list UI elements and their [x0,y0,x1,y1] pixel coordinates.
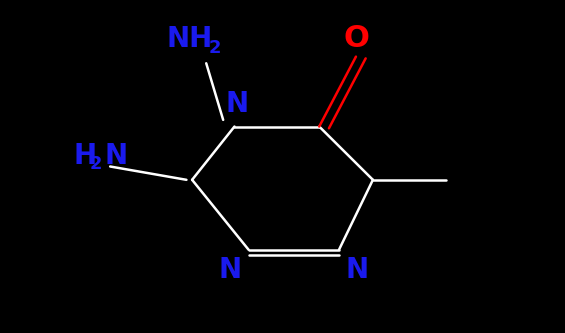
Text: N: N [219,256,242,284]
Text: 2: 2 [209,39,221,57]
Text: NH: NH [167,25,213,53]
Text: 2: 2 [89,155,102,173]
Text: O: O [343,24,369,53]
Text: N: N [105,142,128,170]
Text: H: H [73,142,97,170]
Text: N: N [226,90,249,118]
Text: N: N [346,256,369,284]
